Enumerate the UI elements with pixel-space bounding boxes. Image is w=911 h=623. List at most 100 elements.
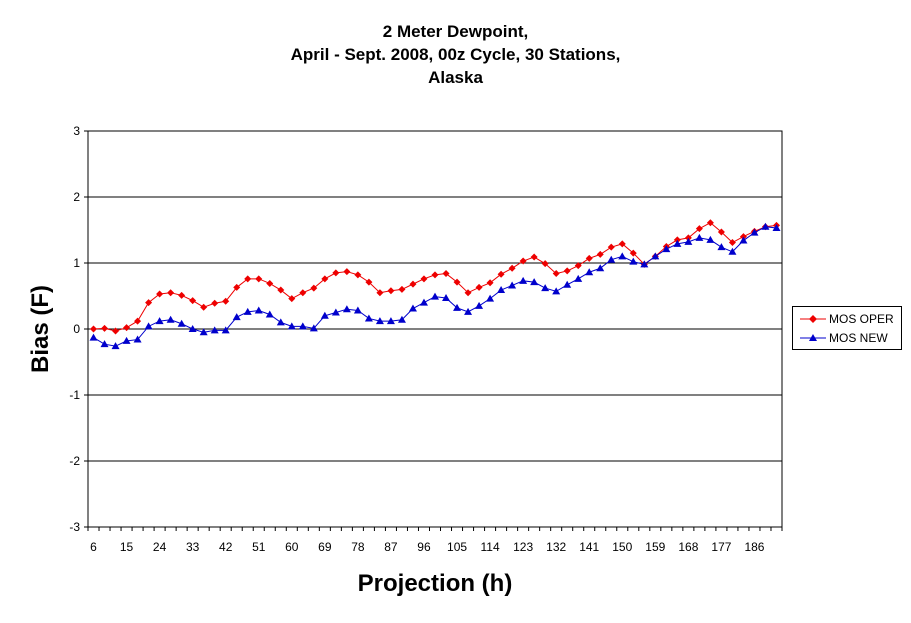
- x-tick-label: 141: [579, 540, 599, 554]
- data-point: [574, 274, 583, 282]
- data-point: [464, 289, 472, 297]
- data-point: [541, 284, 550, 292]
- data-point: [695, 233, 704, 241]
- legend-marker-triangle-icon: [800, 334, 826, 341]
- data-point: [706, 219, 714, 227]
- data-point: [100, 340, 109, 348]
- data-point: [541, 260, 549, 268]
- data-point: [189, 297, 197, 305]
- data-point: [585, 268, 594, 276]
- data-point: [144, 322, 153, 330]
- data-point: [332, 269, 340, 277]
- y-tick-label: -1: [69, 388, 80, 402]
- x-tick-label: 186: [744, 540, 764, 554]
- data-point: [199, 328, 208, 336]
- data-point: [288, 295, 296, 303]
- data-point: [133, 335, 142, 343]
- x-tick-label: 69: [318, 540, 332, 554]
- data-point: [188, 325, 197, 332]
- legend-label-mos-new: MOS NEW: [829, 331, 888, 345]
- series-mos-oper: [90, 219, 780, 335]
- data-point: [629, 257, 638, 265]
- data-point: [530, 253, 538, 261]
- data-point: [673, 239, 682, 247]
- data-point: [210, 326, 219, 334]
- data-point: [618, 252, 627, 260]
- data-point: [354, 271, 362, 279]
- data-point: [309, 324, 318, 332]
- x-tick-label: 24: [153, 540, 167, 554]
- data-point: [552, 287, 561, 295]
- data-point: [364, 314, 373, 322]
- data-point: [728, 247, 737, 255]
- data-point: [277, 286, 285, 294]
- data-point: [178, 291, 186, 299]
- data-point: [695, 225, 703, 233]
- data-point: [266, 279, 274, 287]
- data-point: [761, 222, 770, 230]
- y-tick-label: 1: [73, 256, 80, 270]
- data-point: [343, 268, 351, 276]
- x-tick-label: 42: [219, 540, 233, 554]
- data-point: [243, 307, 252, 315]
- y-axis-label: Bias (F): [27, 285, 54, 373]
- data-point: [409, 280, 417, 288]
- data-point: [717, 243, 726, 251]
- data-point: [618, 240, 626, 248]
- data-point: [486, 279, 494, 287]
- x-tick-label: 132: [546, 540, 566, 554]
- data-point: [321, 275, 329, 283]
- y-axis-ticks: -3 -2 -1 0 1 2 3: [69, 124, 88, 534]
- x-tick-label: 78: [351, 540, 365, 554]
- legend-label-mos-oper: MOS OPER: [829, 312, 894, 326]
- legend-marker-diamond-icon: [800, 315, 826, 323]
- y-tick-label: -3: [69, 520, 80, 534]
- data-point: [453, 303, 462, 311]
- data-point: [772, 224, 781, 232]
- data-point: [574, 262, 582, 270]
- data-point: [123, 324, 131, 332]
- data-point: [563, 280, 572, 288]
- data-point: [265, 310, 274, 318]
- data-point: [453, 278, 461, 286]
- data-point: [739, 236, 748, 244]
- x-tick-label: 114: [481, 540, 500, 554]
- data-point: [167, 289, 175, 297]
- data-point: [134, 317, 142, 325]
- series-line: [93, 226, 777, 347]
- data-point: [431, 271, 439, 279]
- data-point: [365, 278, 373, 286]
- data-point: [376, 289, 384, 297]
- data-point: [552, 270, 560, 278]
- data-point: [397, 315, 406, 323]
- data-point: [255, 275, 263, 283]
- x-tick-label: 15: [120, 540, 134, 554]
- data-point: [232, 313, 241, 321]
- data-point: [475, 283, 483, 291]
- data-point: [585, 254, 593, 262]
- data-point: [90, 325, 98, 333]
- data-point: [442, 270, 450, 278]
- data-point: [607, 243, 615, 251]
- x-tick-label: 60: [285, 540, 299, 554]
- data-point: [310, 284, 318, 292]
- data-point: [706, 235, 715, 243]
- y-tick-label: 3: [73, 124, 80, 138]
- x-tick-label: 6: [90, 540, 97, 554]
- gridlines: [88, 196, 782, 462]
- data-point: [222, 297, 230, 305]
- data-point: [221, 326, 230, 334]
- y-tick-label: -2: [69, 454, 80, 468]
- data-point: [519, 276, 528, 284]
- data-point: [519, 257, 527, 265]
- data-point: [508, 281, 517, 289]
- data-point: [596, 264, 605, 272]
- x-tick-label: 150: [612, 540, 632, 554]
- data-point: [750, 228, 759, 236]
- data-point: [475, 301, 484, 309]
- x-tick-label: 159: [645, 540, 665, 554]
- data-point: [398, 285, 406, 293]
- data-point: [287, 322, 296, 330]
- data-point: [596, 250, 604, 258]
- x-tick-label: 87: [384, 540, 398, 554]
